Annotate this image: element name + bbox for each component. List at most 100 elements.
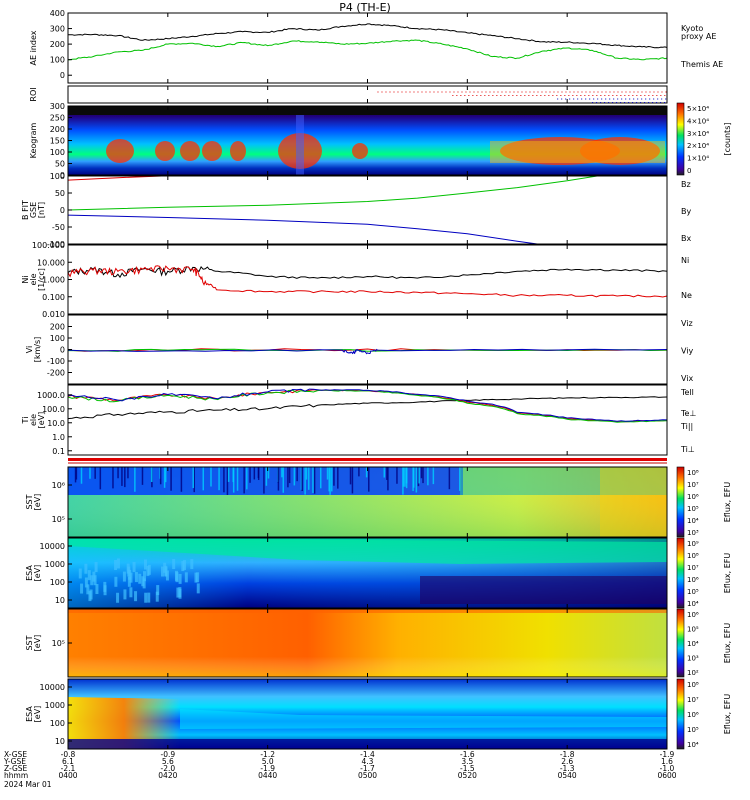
time-axis-tick-label: 5.0 <box>262 757 274 766</box>
keogram-arc <box>106 139 134 163</box>
colorbar-tick-label: 10⁵ <box>687 505 699 513</box>
panel-ylabel2: ele <box>29 414 38 426</box>
legend-label: Ne <box>681 291 692 300</box>
colorbar-tick-label: 10² <box>687 669 699 677</box>
colorbar-tick-label: 10⁸ <box>687 552 699 560</box>
y-tick-label: 400 <box>50 9 65 18</box>
colorbar-label: Eflux, EFU <box>723 623 732 664</box>
keogram-arc <box>352 143 368 159</box>
y-tick-label: 1.0 <box>52 433 65 442</box>
colorbar-tick-label: 3×10⁴ <box>687 130 709 138</box>
y-tick-label: 1000.0 <box>37 391 65 400</box>
y-tick-label: 200 <box>50 125 65 134</box>
y-tick-label: 10.000 <box>37 258 65 267</box>
mode-bar <box>68 458 667 461</box>
y-tick-label: 1000 <box>45 701 65 710</box>
colorbar-tick-label: 10⁶ <box>687 493 699 501</box>
colorbar-tick-label: 10⁷ <box>687 481 699 489</box>
colorbar-tick-label: 10⁸ <box>687 681 699 689</box>
colorbar-tick-label: 10⁸ <box>687 469 699 477</box>
y-tick-label: 0.010 <box>42 310 65 319</box>
time-axis-row-label: Y-GSE <box>3 757 26 766</box>
panel-ylabel: Keogram <box>29 122 38 158</box>
y-tick-label: -100 <box>47 357 65 366</box>
time-axis-tick-label: -1.8 <box>560 750 575 759</box>
keogram-arc <box>580 137 660 165</box>
panel-yunit: [eV] <box>33 635 42 652</box>
keogram-arc <box>230 141 246 161</box>
roi-panel: ROI <box>29 85 668 104</box>
time-axis-tick-label: -1.7 <box>360 764 375 773</box>
y-tick-label: 100 <box>50 56 65 65</box>
panel-ylabel: SST <box>25 494 34 509</box>
time-axis-tick-label: -1.0 <box>660 764 675 773</box>
keogram-panel: 300 250 200 150 100 50 0 Keogram 5×10⁴ 4×10⁴ 3×10⁴… <box>29 102 732 180</box>
colorbar-tick-label: 1×10⁴ <box>687 155 709 163</box>
y-tick-label: 1.000 <box>42 276 65 285</box>
panel-ylabel: AE index <box>29 30 38 65</box>
panel-yunit: [eV] <box>33 565 42 582</box>
colorbar-tick-label: 2×10⁴ <box>687 142 709 150</box>
keogram-arc <box>180 141 200 161</box>
series-line-Bz <box>68 176 173 181</box>
series-line-Tell <box>67 396 668 420</box>
y-tick-label: 100 <box>50 719 65 728</box>
panel-yunit: [1/cc] <box>37 268 46 291</box>
panel-ylabel: Ni <box>21 275 30 283</box>
time-axis-row-label: Z-GSE <box>4 764 28 773</box>
legend-label: Viz <box>681 319 693 328</box>
y-tick-label: 100 <box>50 334 65 343</box>
y-tick-label: 10000 <box>40 683 65 692</box>
colorbar-tick-label: 10⁴ <box>687 517 699 525</box>
legend-label: Viy <box>681 347 694 356</box>
legend-label: Tell <box>680 388 694 397</box>
time-axis-tick-label: -1.4 <box>360 750 375 759</box>
legend-label: Kyoto <box>681 24 703 33</box>
keogram-stripe <box>296 106 304 175</box>
time-axis-tick-label: -2.0 <box>161 764 176 773</box>
y-tick-label: 10⁵ <box>52 639 65 648</box>
panel-frame <box>67 175 668 245</box>
sst-ele-panel: 10⁶ 10⁵ SST [eV] 10⁸ 10⁷ 10⁶ 10⁵ 10⁴ 10³ Eflux, EF… <box>25 466 732 538</box>
legend-label: Ti⊥ <box>680 445 695 454</box>
colorbar-tick-label: 0 <box>687 167 691 175</box>
colorbar <box>676 537 685 609</box>
panel-yunit: [eV] <box>33 494 42 511</box>
spectrogram-hot-region <box>68 697 180 749</box>
panel-frame <box>67 244 668 315</box>
series-line-Vix <box>67 348 668 355</box>
velocity-panel: 200 100 0 -100 -200 Vi [km/s] Viz Viy Vix <box>25 314 694 385</box>
colorbar-tick-label: 4×10⁴ <box>687 117 709 125</box>
time-axis-row-label: X-GSE <box>4 750 27 759</box>
y-tick-label: 0.100 <box>42 293 65 302</box>
time-axis-tick-label: 4.3 <box>362 757 374 766</box>
panel-yunit: [km/s] <box>33 337 42 363</box>
colorbar-tick-label: 10³ <box>687 529 699 537</box>
colorbar <box>676 678 685 750</box>
y-tick-label: 10 <box>55 596 65 605</box>
series-line-Ti <box>67 389 668 423</box>
panel-yunit: [nT] <box>37 202 46 218</box>
temperature-panel: 1000.0 100.0 10.0 1.0 0.1 Ti ele [eV] Tell Te⊥ Ti|… <box>21 384 696 456</box>
y-tick-label: 0 <box>60 206 65 215</box>
colorbar <box>676 466 685 538</box>
series-line-Te <box>67 388 668 423</box>
time-axis-tick-label: 1.6 <box>661 757 673 766</box>
y-tick-label: 10.0 <box>47 419 65 428</box>
colorbar <box>676 608 685 678</box>
time-axis-tick-label: 0600 <box>657 771 676 780</box>
figure-title: P4 (TH-E) <box>339 1 391 14</box>
time-axis-tick-label: 3.5 <box>461 757 473 766</box>
y-tick-label: 100 <box>50 172 65 181</box>
time-axis-tick-label: -1.5 <box>460 764 475 773</box>
time-axis-tick-label: 5.6 <box>162 757 174 766</box>
panel-yunit: [eV] <box>37 412 46 429</box>
time-axis-tick-label: 0520 <box>458 771 477 780</box>
colorbar-label: [counts] <box>723 123 732 156</box>
y-tick-label: 0 <box>60 346 65 355</box>
colorbar-tick-label: 10⁵ <box>687 626 699 634</box>
time-axis-tick-label: 0440 <box>258 771 277 780</box>
y-tick-label: 1000 <box>45 560 65 569</box>
